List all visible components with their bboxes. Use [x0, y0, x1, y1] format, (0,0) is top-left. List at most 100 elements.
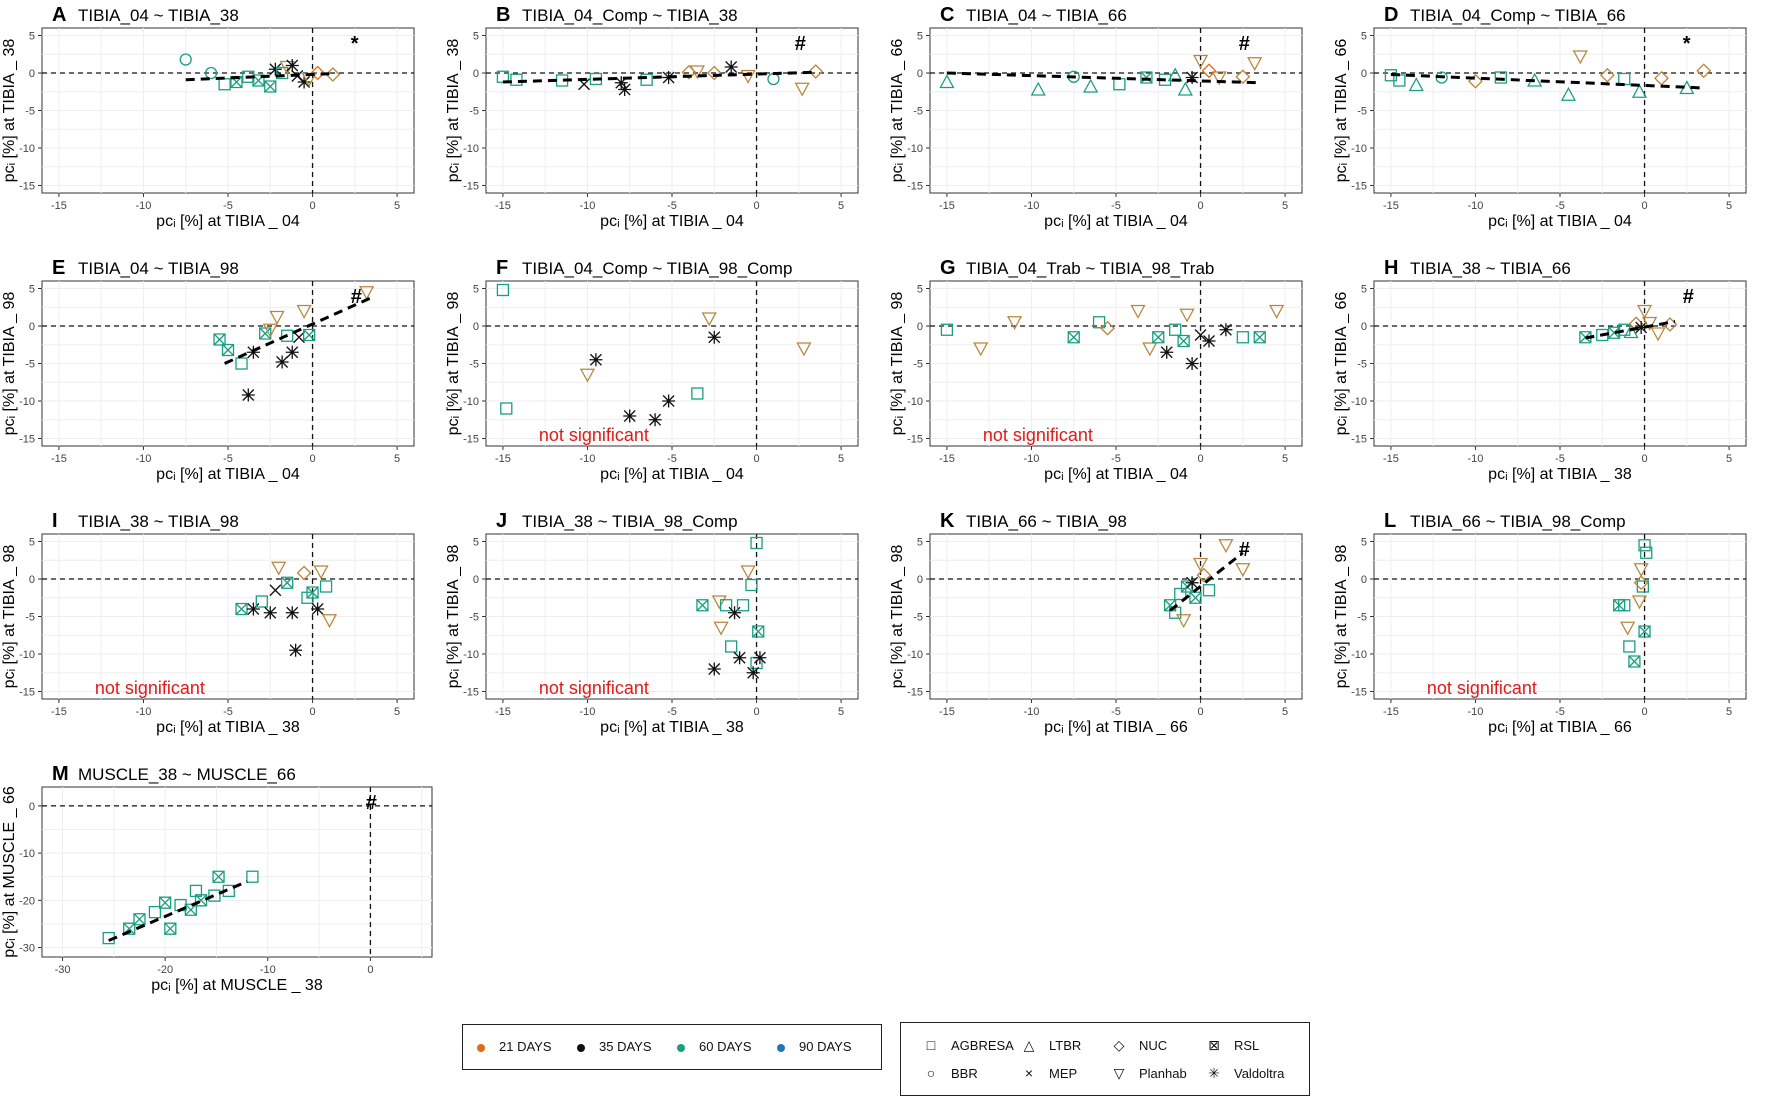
x-tick-label: -10: [1468, 200, 1484, 212]
x-tick-label: -5: [667, 706, 677, 718]
x-tick-label: 5: [838, 453, 844, 465]
data-point: [1628, 316, 1644, 332]
x-axis-label: pcᵢ [%] at TIBIA _ 04: [1488, 213, 1632, 230]
x-axis-label: pcᵢ [%] at TIBIA _ 38: [600, 719, 744, 736]
data-point: [1189, 591, 1202, 604]
data-point: [235, 357, 248, 370]
legend-item-mep: × MEP: [1021, 1065, 1077, 1081]
x-tick-label: 0: [309, 200, 315, 212]
data-point: [1174, 587, 1187, 601]
data-point: [1560, 86, 1577, 101]
legend-duration: 21 DAYS 35 DAYS 60 DAYS 90 DAYS: [462, 1024, 882, 1070]
x-tick-label: -5: [223, 453, 233, 465]
data-point: [269, 584, 282, 597]
data-point: [1202, 334, 1216, 348]
data-point: [1628, 655, 1641, 668]
dot-21-days: [477, 1043, 485, 1052]
data-point: [159, 896, 172, 909]
data-point: [263, 606, 277, 620]
x-tick-label: -15: [939, 200, 955, 212]
y-tick-label: -5: [913, 612, 923, 624]
y-tick-label: -5: [25, 106, 35, 118]
panel-d: -15 -10 -5 0 5 5 0 -5 -10 -15 D TIBIA_04_Comp ~ TIB…: [1333, 4, 1747, 230]
data-point: [724, 60, 738, 74]
y-axis-label: pcᵢ [%] at TIBIA _ 38: [445, 39, 462, 183]
panel-letter: M: [52, 763, 69, 785]
data-point: [208, 889, 221, 902]
y-axis-label: pcᵢ [%] at MUSCLE _ 66: [1, 786, 18, 958]
data-point: [268, 62, 282, 76]
y-tick-label: -5: [469, 612, 479, 624]
data-point: [1130, 304, 1146, 319]
data-point: [1247, 57, 1263, 72]
panel-letter: G: [940, 257, 956, 279]
data-point: [311, 602, 325, 616]
panel-letter: K: [940, 510, 955, 532]
data-point: [1211, 71, 1227, 86]
data-point: [589, 353, 603, 367]
x-tick-label: -10: [260, 964, 276, 976]
y-tick-label: -5: [1357, 359, 1367, 371]
y-axis-label: pcᵢ [%] at TIBIA _ 98: [889, 292, 906, 436]
legend-item-agbresa: □ AGBRESA: [923, 1037, 1014, 1053]
data-point: [303, 328, 316, 342]
data-point: [1638, 625, 1651, 638]
y-tick-label: -10: [19, 848, 35, 860]
data-point: [740, 565, 756, 580]
panel-title: TIBIA_04_Comp ~ TIBIA_38: [522, 6, 738, 25]
panel-title: TIBIA_04 ~ TIBIA_66: [966, 6, 1127, 25]
data-point: [1030, 81, 1046, 96]
plot-area: [41, 786, 433, 958]
y-tick-label: -10: [19, 143, 35, 155]
x-tick-label: 0: [1197, 453, 1203, 465]
dot-60-days: [677, 1043, 685, 1052]
y-tick-label: -5: [469, 359, 479, 371]
square-icon: □: [926, 1037, 936, 1053]
panel-e: -15 -10 -5 0 5 5 0 -5 -10 -15 E TIBIA_04 ~ TIBIA_98…: [1, 257, 415, 483]
y-tick-label: -15: [19, 181, 35, 193]
y-axis-label: pcᵢ [%] at TIBIA _ 66: [889, 39, 906, 183]
y-axis-label: pcᵢ [%] at TIBIA _ 98: [445, 292, 462, 436]
data-point: [707, 330, 721, 344]
data-point: [246, 602, 260, 616]
data-point: [296, 304, 312, 319]
data-point: [648, 413, 662, 427]
data-point: [269, 310, 285, 325]
data-point: [939, 74, 955, 89]
x-tick-label: -15: [495, 706, 511, 718]
x-tick-label: 0: [367, 964, 373, 976]
x-tick-label: -5: [667, 200, 677, 212]
panel-title: MUSCLE_38 ~ MUSCLE_66: [78, 765, 296, 784]
boxed-x-icon: ⊠: [1208, 1037, 1220, 1053]
data-point: [1599, 67, 1615, 83]
y-tick-label: -10: [907, 396, 923, 408]
data-point: [1572, 50, 1588, 65]
data-point: [1408, 77, 1424, 92]
y-tick-label: -5: [469, 106, 479, 118]
data-point: [297, 75, 311, 89]
panel-title: TIBIA_04 ~ TIBIA_38: [78, 6, 239, 25]
x-tick-label: 5: [394, 706, 400, 718]
x-axis-label: pcᵢ [%] at TIBIA _ 04: [600, 466, 744, 483]
data-point: [313, 565, 329, 580]
data-point: [1176, 614, 1192, 629]
y-axis-label: pcᵢ [%] at TIBIA _ 66: [1333, 292, 1350, 436]
data-point: [1169, 323, 1182, 336]
panel-l: -15 -10 -5 0 5 5 0 -5 -10 -15 L TIBIA_66 ~ TIBIA_98…: [1333, 510, 1747, 736]
data-point: [148, 905, 162, 919]
significance-mark: #: [795, 33, 806, 55]
data-point: [745, 578, 758, 592]
data-point: [296, 565, 312, 581]
y-tick-label: -5: [25, 359, 35, 371]
data-point: [973, 342, 989, 357]
panel-title: TIBIA_04 ~ TIBIA_98: [78, 259, 239, 278]
x-tick-label: 0: [309, 706, 315, 718]
data-point: [255, 595, 268, 608]
data-point: [701, 312, 717, 327]
data-point: [289, 643, 303, 657]
y-tick-label: -10: [463, 396, 479, 408]
y-tick-label: 0: [473, 574, 479, 586]
x-axis-label: pcᵢ [%] at TIBIA _ 38: [156, 719, 300, 736]
data-point: [1642, 316, 1658, 331]
